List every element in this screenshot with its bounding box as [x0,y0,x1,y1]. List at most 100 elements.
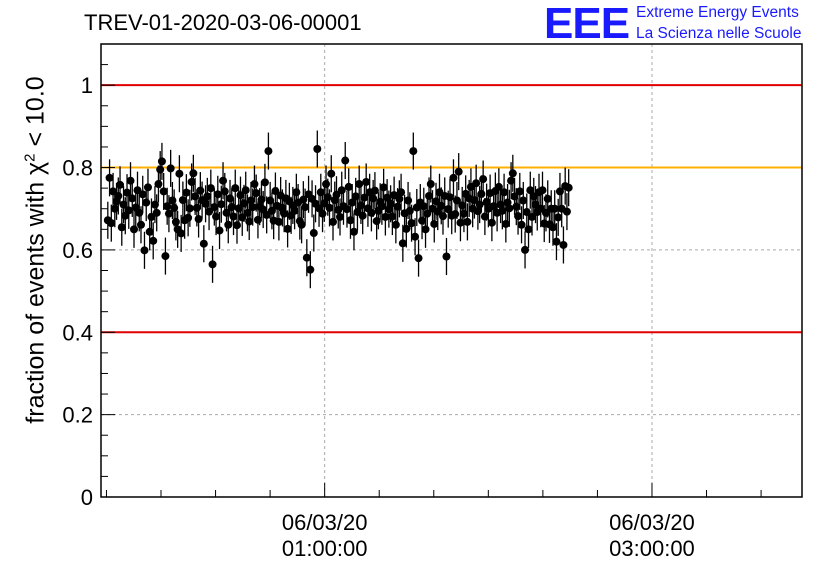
data-point [397,188,406,197]
data-point [512,202,521,211]
axis-ticks [101,43,762,498]
data-point [411,232,420,241]
data-point [154,180,163,189]
data-point [205,207,214,216]
data-point [224,220,233,229]
data-point [438,212,447,221]
data-point [358,211,367,220]
data-point [130,225,139,234]
data-point [322,180,331,189]
data-point [442,252,451,261]
data-point [437,201,446,210]
data-point [393,202,402,211]
data-point [170,203,179,212]
data-point [514,212,523,221]
data-point [136,220,145,229]
data-point [220,187,229,196]
reference-lines [101,84,802,334]
data-point [526,186,535,195]
data-point [564,183,573,192]
data-point [142,198,151,207]
data-point [292,188,301,197]
data-point [367,208,376,217]
data-point [283,224,292,233]
data-point [430,219,439,228]
data-point [426,180,435,189]
data-point [189,169,198,178]
data-point [227,203,236,212]
data-point [156,165,165,174]
data-point [323,193,332,202]
data-point [301,203,310,212]
data-point [480,212,489,221]
data-point [182,188,191,197]
data-point [166,164,175,173]
data-point [264,147,273,156]
data-point [159,187,168,196]
data-point [309,229,318,238]
data-point [346,216,355,225]
data-point [419,202,428,211]
data-point [456,218,465,227]
plot-frame [100,43,803,498]
data-point [194,215,203,224]
data-point [124,206,133,215]
data-point [402,224,411,233]
data-point [391,220,400,229]
data-points [103,130,573,289]
data-point [404,196,413,205]
data-point [150,200,159,209]
x-tick-label-date: 06/03/20 [609,510,695,535]
data-point [548,223,557,232]
data-point [500,188,509,197]
data-point [297,220,306,229]
data-point [335,212,344,221]
data-point [250,180,259,189]
data-point [185,204,194,213]
data-point [192,203,201,212]
data-point [349,227,358,236]
x-tick-label-time: 03:00:00 [609,536,695,561]
data-point [236,191,245,200]
data-point [388,212,397,221]
data-point [217,200,226,209]
y-tick-label: 0.2 [62,403,93,428]
tick-labels: 00.20.40.60.8106/03/2001:00:0006/03/2003… [62,73,694,561]
data-point [184,213,193,222]
data-point [252,189,261,198]
data-point [232,221,241,230]
data-point [266,196,275,205]
data-point [306,265,315,274]
data-point [145,227,154,236]
data-point [199,239,208,248]
data-point [178,196,187,205]
chi-exponent: 2 [21,153,39,162]
data-point [152,208,161,217]
data-point [454,167,463,176]
data-point [515,187,524,196]
data-point [161,252,170,261]
data-point [245,217,254,226]
data-point [517,220,526,229]
data-point [452,196,461,205]
y-tick-label: 0.8 [62,156,93,181]
data-point [329,217,338,226]
chi-symbol: χ [21,161,50,175]
data-point [398,239,407,248]
data-point [379,183,388,192]
data-point [501,219,510,228]
data-point [472,179,481,188]
data-point [231,184,240,193]
data-point [445,193,454,202]
data-point [341,156,350,165]
data-point [177,229,186,238]
data-point [164,209,173,218]
y-axis-label-prefix: fraction of events with [21,181,50,424]
data-point [409,147,418,156]
data-point [149,236,158,245]
data-point [463,217,472,226]
data-point [337,186,346,195]
data-point [187,177,196,186]
data-point [381,212,390,221]
